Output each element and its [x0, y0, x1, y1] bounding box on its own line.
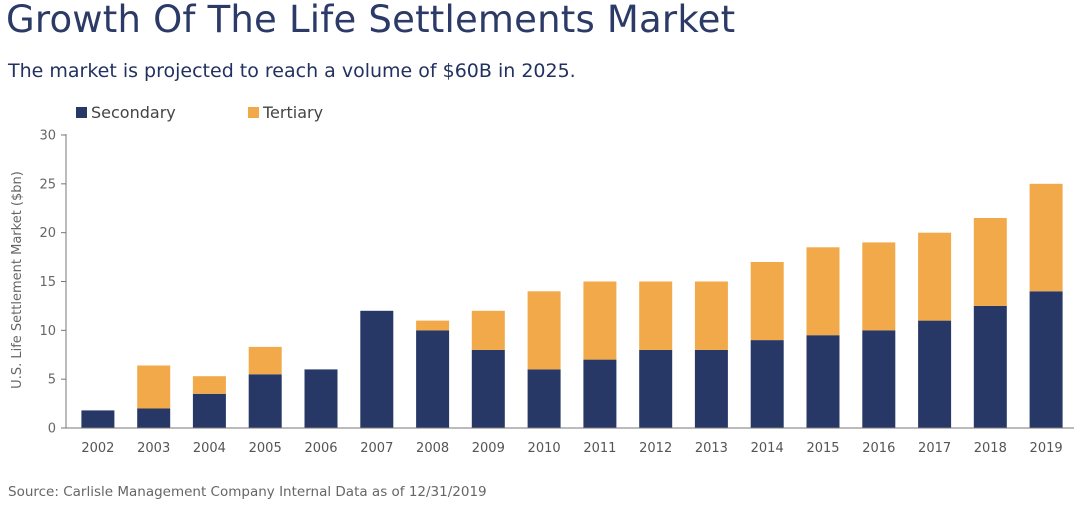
- x-tick-label: 2007: [360, 441, 393, 456]
- bar-secondary-2005: [248, 374, 282, 428]
- legend-item-tertiary: Tertiary: [248, 103, 323, 122]
- source-note: Source: Carlisle Management Company Inte…: [8, 484, 487, 500]
- bar-tertiary-2004: [192, 376, 226, 394]
- x-tick-label: 2016: [862, 441, 895, 456]
- bar-tertiary-2015: [806, 247, 840, 336]
- y-tick-label: 15: [39, 275, 56, 290]
- bar-tertiary-2014: [750, 262, 784, 341]
- bar-tertiary-2018: [973, 218, 1007, 306]
- y-tick-label: 30: [39, 129, 56, 144]
- legend-swatch-secondary: [76, 107, 87, 118]
- chart-legend: Secondary Tertiary: [76, 103, 323, 122]
- bar-secondary-2016: [862, 330, 896, 428]
- bar-tertiary-2009: [471, 310, 505, 350]
- bar-tertiary-2019: [1029, 183, 1063, 292]
- legend-item-secondary: Secondary: [76, 103, 176, 122]
- bars-group: [81, 183, 1063, 428]
- bar-tertiary-2005: [248, 346, 282, 375]
- bar-tertiary-2017: [918, 232, 952, 321]
- page-subtitle: The market is projected to reach a volum…: [8, 60, 576, 82]
- bar-secondary-2017: [918, 320, 952, 428]
- page-title: Growth Of The Life Settlements Market: [6, 0, 736, 41]
- x-tick-label: 2004: [193, 441, 226, 456]
- bar-secondary-2003: [137, 408, 171, 428]
- x-tick-label: 2014: [751, 441, 784, 456]
- x-tick-label: 2002: [81, 441, 114, 456]
- x-tick-label: 2012: [639, 441, 672, 456]
- y-axis: 0 5 10 15 20 25 30: [39, 129, 67, 437]
- y-axis-label: U.S. Life Settlement Market ($bn): [10, 171, 25, 389]
- bar-secondary-2007: [360, 310, 394, 428]
- legend-label-secondary: Secondary: [91, 103, 176, 122]
- x-tick-label: 2013: [695, 441, 728, 456]
- x-tick-label: 2010: [528, 441, 561, 456]
- legend-swatch-tertiary: [248, 107, 259, 118]
- bar-secondary-2008: [416, 330, 450, 428]
- bar-tertiary-2016: [862, 242, 896, 331]
- bar-tertiary-2011: [583, 281, 617, 360]
- bar-secondary-2013: [694, 349, 728, 428]
- bar-secondary-2004: [192, 393, 226, 428]
- y-tick-label: 0: [48, 422, 56, 437]
- bar-tertiary-2012: [639, 281, 673, 350]
- x-tick-label: 2019: [1030, 441, 1063, 456]
- x-axis: 2002 2003 2004 2005 2006 2007 2008 2009 2010 2011…: [66, 427, 1074, 456]
- x-tick-label: 2003: [137, 441, 170, 456]
- bar-tertiary-2008: [416, 320, 450, 331]
- y-tick-label: 25: [39, 177, 56, 192]
- y-tick-label: 20: [39, 226, 56, 241]
- x-tick-label: 2017: [918, 441, 951, 456]
- bar-secondary-2012: [639, 349, 673, 428]
- y-tick-label: 10: [39, 324, 56, 339]
- x-tick-label: 2009: [472, 441, 505, 456]
- x-tick-label: 2011: [583, 441, 616, 456]
- bar-secondary-2011: [583, 359, 617, 428]
- y-tick-label: 5: [48, 373, 56, 388]
- x-tick-label: 2015: [806, 441, 839, 456]
- bar-secondary-2015: [806, 335, 840, 428]
- bar-secondary-2014: [750, 340, 784, 428]
- bar-secondary-2018: [973, 305, 1007, 428]
- bar-secondary-2002: [81, 410, 115, 428]
- legend-label-tertiary: Tertiary: [263, 103, 324, 122]
- bar-secondary-2010: [527, 369, 561, 428]
- bar-tertiary-2003: [137, 365, 171, 409]
- x-tick-label: 2005: [249, 441, 282, 456]
- x-tick-label: 2008: [416, 441, 449, 456]
- x-tick-label: 2018: [974, 441, 1007, 456]
- bar-secondary-2009: [471, 349, 505, 428]
- bar-secondary-2019: [1029, 291, 1063, 428]
- bar-tertiary-2010: [527, 291, 561, 370]
- bar-secondary-2006: [304, 369, 338, 428]
- bar-tertiary-2013: [694, 281, 728, 350]
- x-tick-label: 2006: [304, 441, 337, 456]
